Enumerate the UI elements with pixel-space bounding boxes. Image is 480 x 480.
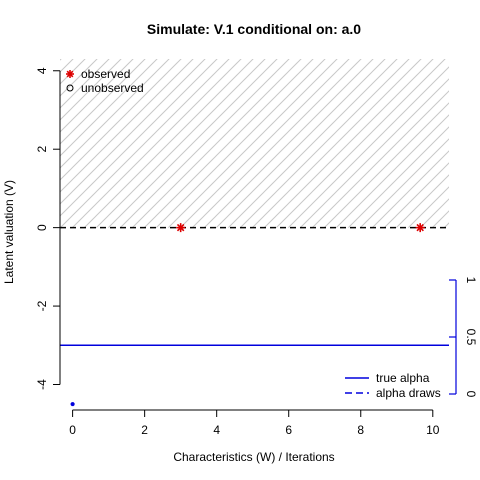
x-tick-label: 6 [285,423,292,437]
right-tick-label: 1 [464,277,478,284]
alpha-draw-point [70,402,75,407]
observed-point [176,223,186,233]
legend-unobserved-label: unobserved [81,81,144,95]
right-tick-label: 0 [464,391,478,398]
y-tick-label: 4 [35,67,49,74]
x-tick-label: 8 [357,423,364,437]
chart-title: Simulate: V.1 conditional on: a.0 [147,21,361,37]
legend-true-alpha-label: true alpha [376,371,430,385]
right-tick-label: 0.5 [464,329,478,346]
y-tick-label: -2 [35,300,49,311]
y-tick-label: 2 [35,146,49,153]
x-tick-label: 10 [426,423,440,437]
axes: -4 -2 0 2 4 0 2 4 6 8 10 0 0.5 1 [35,67,478,437]
shaded-region [60,59,449,228]
x-tick-label: 2 [141,423,148,437]
legend-observed-symbol [66,70,74,78]
legend-observed-label: observed [81,67,130,81]
observed-point [415,223,425,233]
y-axis-title: Latent valuation (V) [2,180,16,284]
plot-marks [60,223,449,407]
y-tick-label: 0 [35,224,49,231]
x-tick-label: 4 [213,423,220,437]
x-tick-label: 0 [69,423,76,437]
legend-unobserved-symbol [66,84,74,92]
y-tick-label: -4 [35,379,49,390]
x-axis-title: Characteristics (W) / Iterations [173,450,334,464]
legend-alpha-draws-label: alpha draws [376,386,441,400]
